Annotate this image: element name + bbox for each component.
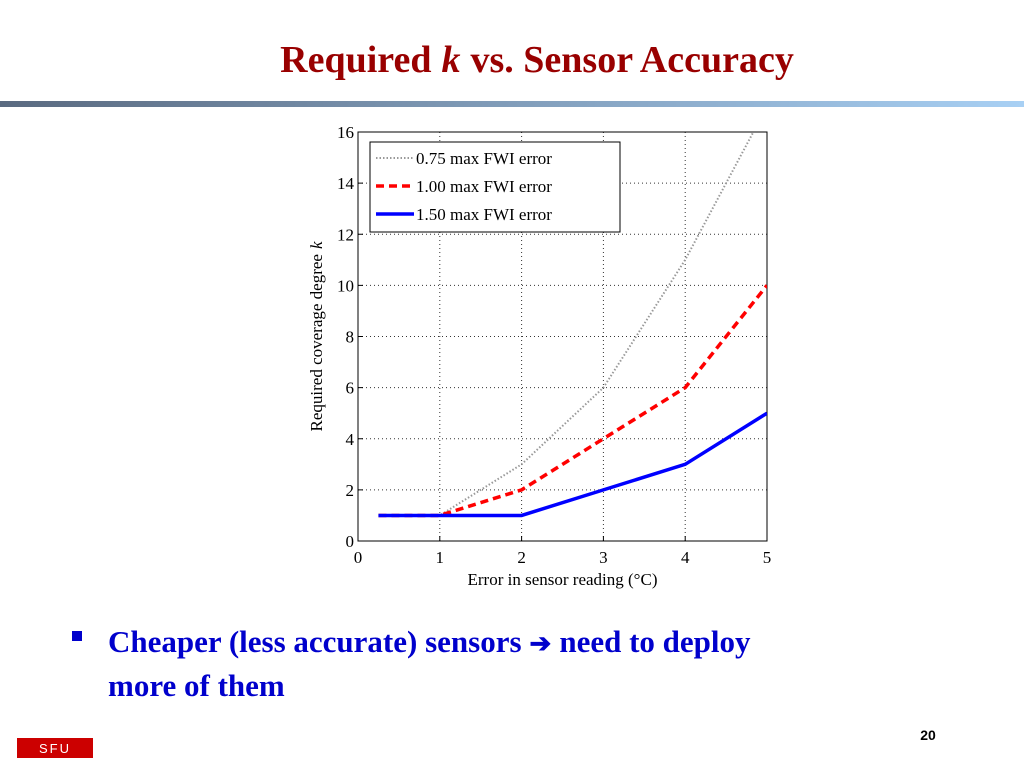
- y-tick-label: 14: [337, 174, 355, 193]
- series-line: [378, 411, 767, 518]
- y-tick-label: 6: [346, 379, 355, 398]
- x-tick-label: 4: [681, 548, 690, 567]
- logo-text: SFU: [39, 741, 71, 756]
- logo: [17, 738, 93, 758]
- bullet-part: need to deploy: [559, 624, 751, 659]
- x-tick-label: 5: [763, 548, 772, 567]
- bullet: [72, 631, 82, 641]
- title-rule: [0, 101, 1024, 107]
- series-line: [378, 132, 755, 517]
- y-tick-label: 4: [346, 430, 355, 449]
- bullet-part: Cheaper (less accurate) sensors: [108, 624, 522, 659]
- y-axis-label-var: k: [307, 241, 326, 249]
- legend-label: 0.75 max FWI error: [416, 149, 552, 168]
- series-line: [378, 284, 767, 518]
- y-axis-label-text: Required coverage degree: [307, 254, 326, 431]
- title-text: vs. Sensor Accuracy: [470, 39, 793, 81]
- x-tick-label: 0: [354, 548, 363, 567]
- x-tick-label: 3: [599, 548, 608, 567]
- legend-label: 1.50 max FWI error: [416, 205, 552, 224]
- legend-label: 1.00 max FWI error: [416, 177, 552, 196]
- x-tick-label: 2: [517, 548, 526, 567]
- title-text: Required: [280, 39, 431, 81]
- plot-frame: [357, 131, 768, 542]
- y-tick-label: 12: [337, 225, 354, 244]
- y-axis-label: Required coverage degree k: [307, 241, 326, 431]
- bullet-text: more of them: [108, 668, 285, 703]
- arrow-icon: ➔: [530, 629, 552, 658]
- series-group: [378, 132, 767, 518]
- y-tick-label: 0: [346, 532, 355, 551]
- bullet-text: Cheaper (less accurate) sensors ➔ need to …: [108, 624, 751, 659]
- y-tick-label: 2: [346, 481, 355, 500]
- x-tick-label: 1: [436, 548, 445, 567]
- slide-title: Required k vs. Sensor Accuracy: [280, 39, 794, 81]
- x-axis-label: Error in sensor reading (°C): [468, 570, 658, 589]
- page-number: 20: [920, 727, 936, 743]
- title-variable: k: [441, 39, 460, 81]
- y-tick-label: 16: [337, 123, 354, 142]
- y-tick-label: 10: [337, 276, 354, 295]
- y-tick-label: 8: [346, 328, 355, 347]
